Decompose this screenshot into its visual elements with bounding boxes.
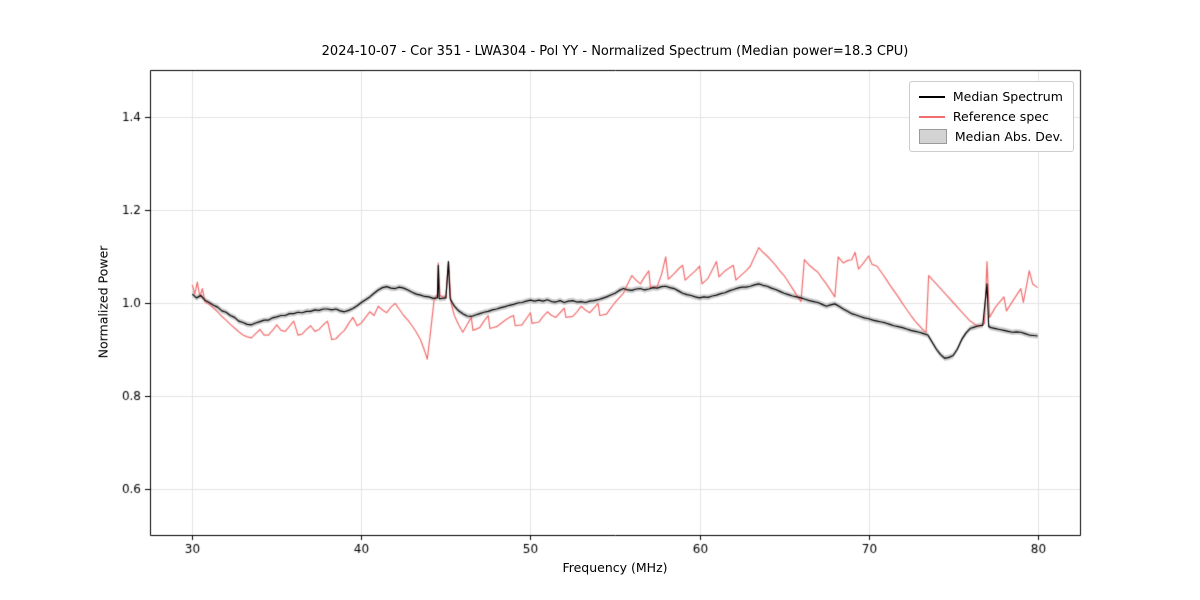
legend-label: Median Abs. Dev.	[954, 129, 1063, 144]
y-axis-label: Normalized Power	[95, 245, 111, 359]
reference-spec-line-swatch	[918, 115, 945, 118]
x-axis-label: Frequency (MHz)	[562, 560, 668, 575]
legend-item-median-abs-dev: Median Abs. Dev.	[918, 129, 1063, 144]
median-abs-dev-patch-swatch	[918, 129, 947, 144]
legend-label: Median Spectrum	[952, 89, 1063, 104]
legend-item-reference-spec: Reference spec	[918, 109, 1063, 124]
page-title: 2024-10-07 - Cor 351 - LWA304 - Pol YY -…	[321, 44, 909, 59]
median-spectrum-line-swatch	[918, 95, 945, 98]
legend-item-median-spectrum: Median Spectrum	[918, 89, 1063, 104]
legend-label: Reference spec	[952, 109, 1049, 124]
legend: Median Spectrum Reference spec Median Ab…	[908, 81, 1074, 152]
